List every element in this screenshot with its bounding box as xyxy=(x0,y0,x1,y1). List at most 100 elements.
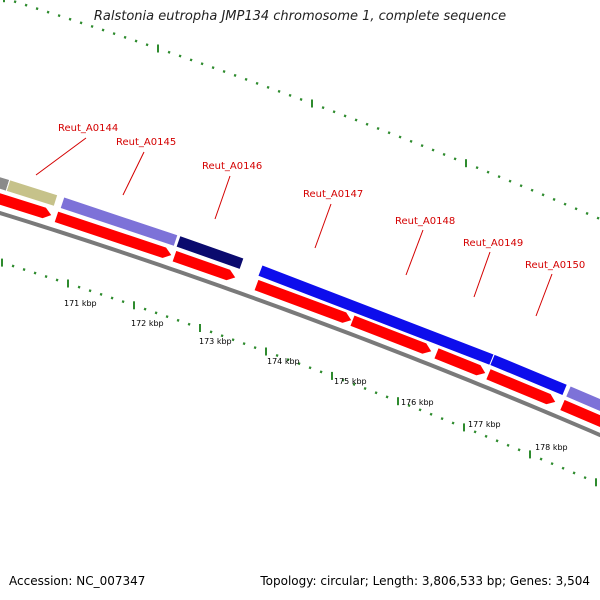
tick-mark xyxy=(497,175,501,179)
tick-mark xyxy=(33,271,37,275)
tick-mark xyxy=(352,382,356,386)
tick-mark xyxy=(572,471,576,475)
tick-mark-major xyxy=(465,159,467,168)
tick-mark xyxy=(563,202,567,206)
tick-mark xyxy=(13,0,17,4)
tick-mark xyxy=(495,439,499,443)
gene-label-leader xyxy=(535,273,553,317)
tick-mark-major xyxy=(397,397,399,406)
tick-mark xyxy=(308,366,312,370)
tick-mark xyxy=(143,307,147,311)
gene-arrow-a0143 xyxy=(0,189,53,220)
tick-mark xyxy=(541,193,545,197)
tick-mark xyxy=(508,179,512,183)
tick-mark xyxy=(585,211,589,215)
accession-text: Accession: NC_007347 xyxy=(9,574,146,588)
gene-arrow-a0145 xyxy=(171,249,237,282)
tick-mark xyxy=(385,395,389,399)
gene-label: Reut_A0149 xyxy=(463,238,523,249)
tick-mark xyxy=(145,43,149,47)
scale-label: 172 kbp xyxy=(131,319,164,328)
tick-mark xyxy=(222,70,226,74)
tick-mark-major xyxy=(3,0,5,3)
gene-label-leader xyxy=(35,137,87,176)
tick-mark xyxy=(167,50,171,54)
gene-arrow-a0146 xyxy=(253,278,353,324)
tick-mark xyxy=(57,14,61,18)
tick-mark xyxy=(363,387,367,391)
scale-label: 178 kbp xyxy=(535,443,568,452)
tick-mark xyxy=(123,35,127,39)
tick-mark xyxy=(332,110,336,114)
scale-label: 176 kbp xyxy=(401,398,434,407)
tick-mark xyxy=(255,81,259,85)
tick-mark xyxy=(24,3,28,7)
tick-mark xyxy=(200,62,204,66)
gene-label: Reut_A0150 xyxy=(525,260,585,271)
tick-mark xyxy=(112,32,116,36)
tick-mark-major xyxy=(463,423,465,432)
tick-mark xyxy=(286,358,290,362)
tick-mark xyxy=(552,197,556,201)
gene-label: Reut_A0145 xyxy=(116,137,176,148)
tick-mark xyxy=(374,391,378,395)
tick-mark-major xyxy=(157,44,159,53)
tick-mark xyxy=(55,278,59,282)
tick-mark xyxy=(429,412,433,416)
tick-mark xyxy=(319,370,323,374)
tick-mark xyxy=(365,122,369,126)
feature-bar-blue-2 xyxy=(489,353,568,397)
gene-label-leader xyxy=(122,151,145,196)
tick-mark xyxy=(420,144,424,148)
scale-label: 174 kbp xyxy=(267,357,300,366)
tick-mark xyxy=(44,275,48,279)
tick-mark xyxy=(68,17,72,21)
tick-mark xyxy=(88,289,92,293)
tick-mark xyxy=(376,127,380,131)
tick-mark xyxy=(154,311,158,315)
tick-mark xyxy=(178,54,182,58)
tick-mark xyxy=(596,216,600,220)
tick-mark xyxy=(244,77,248,81)
gene-label: Reut_A0146 xyxy=(202,161,262,172)
tick-mark-major xyxy=(265,347,267,356)
tick-mark xyxy=(473,430,477,434)
tick-mark xyxy=(233,73,237,77)
tick-mark-major xyxy=(67,279,69,288)
tick-mark xyxy=(231,338,235,342)
feature-bar-navy xyxy=(175,235,245,271)
tick-mark xyxy=(288,93,292,97)
tick-mark xyxy=(583,476,587,480)
tick-mark xyxy=(431,148,435,152)
tick-mark xyxy=(22,268,26,272)
tick-mark xyxy=(321,106,325,110)
gene-label-leader xyxy=(405,229,424,276)
backbone-line xyxy=(0,210,600,438)
gene-arrow-a0148 xyxy=(433,346,487,377)
tick-mark xyxy=(79,21,83,25)
tick-mark xyxy=(77,285,81,289)
gene-arrow-a0149 xyxy=(485,367,557,406)
feature-bar-blue xyxy=(257,264,495,367)
tick-mark xyxy=(418,408,422,412)
tick-mark xyxy=(343,114,347,118)
tick-mark xyxy=(550,462,554,466)
tick-mark xyxy=(189,58,193,62)
tick-mark xyxy=(451,421,455,425)
tick-mark xyxy=(409,139,413,143)
tick-mark xyxy=(46,10,50,14)
gene-arrow-a0144 xyxy=(53,210,173,260)
map-title: Ralstonia eutropha JMP134 chromosome 1, … xyxy=(93,9,507,24)
tick-mark xyxy=(11,264,15,268)
gene-label: Reut_A0148 xyxy=(395,216,455,227)
scale-label: 177 kbp xyxy=(468,420,501,429)
tick-mark-major xyxy=(529,450,531,459)
tick-mark xyxy=(277,89,281,93)
tick-mark xyxy=(110,296,114,300)
tick-mark xyxy=(134,39,138,43)
gene-arrow-a0147 xyxy=(349,314,433,355)
tick-mark xyxy=(517,448,521,452)
tick-mark xyxy=(266,85,270,89)
tick-mark xyxy=(90,24,94,28)
tick-mark xyxy=(121,300,125,304)
